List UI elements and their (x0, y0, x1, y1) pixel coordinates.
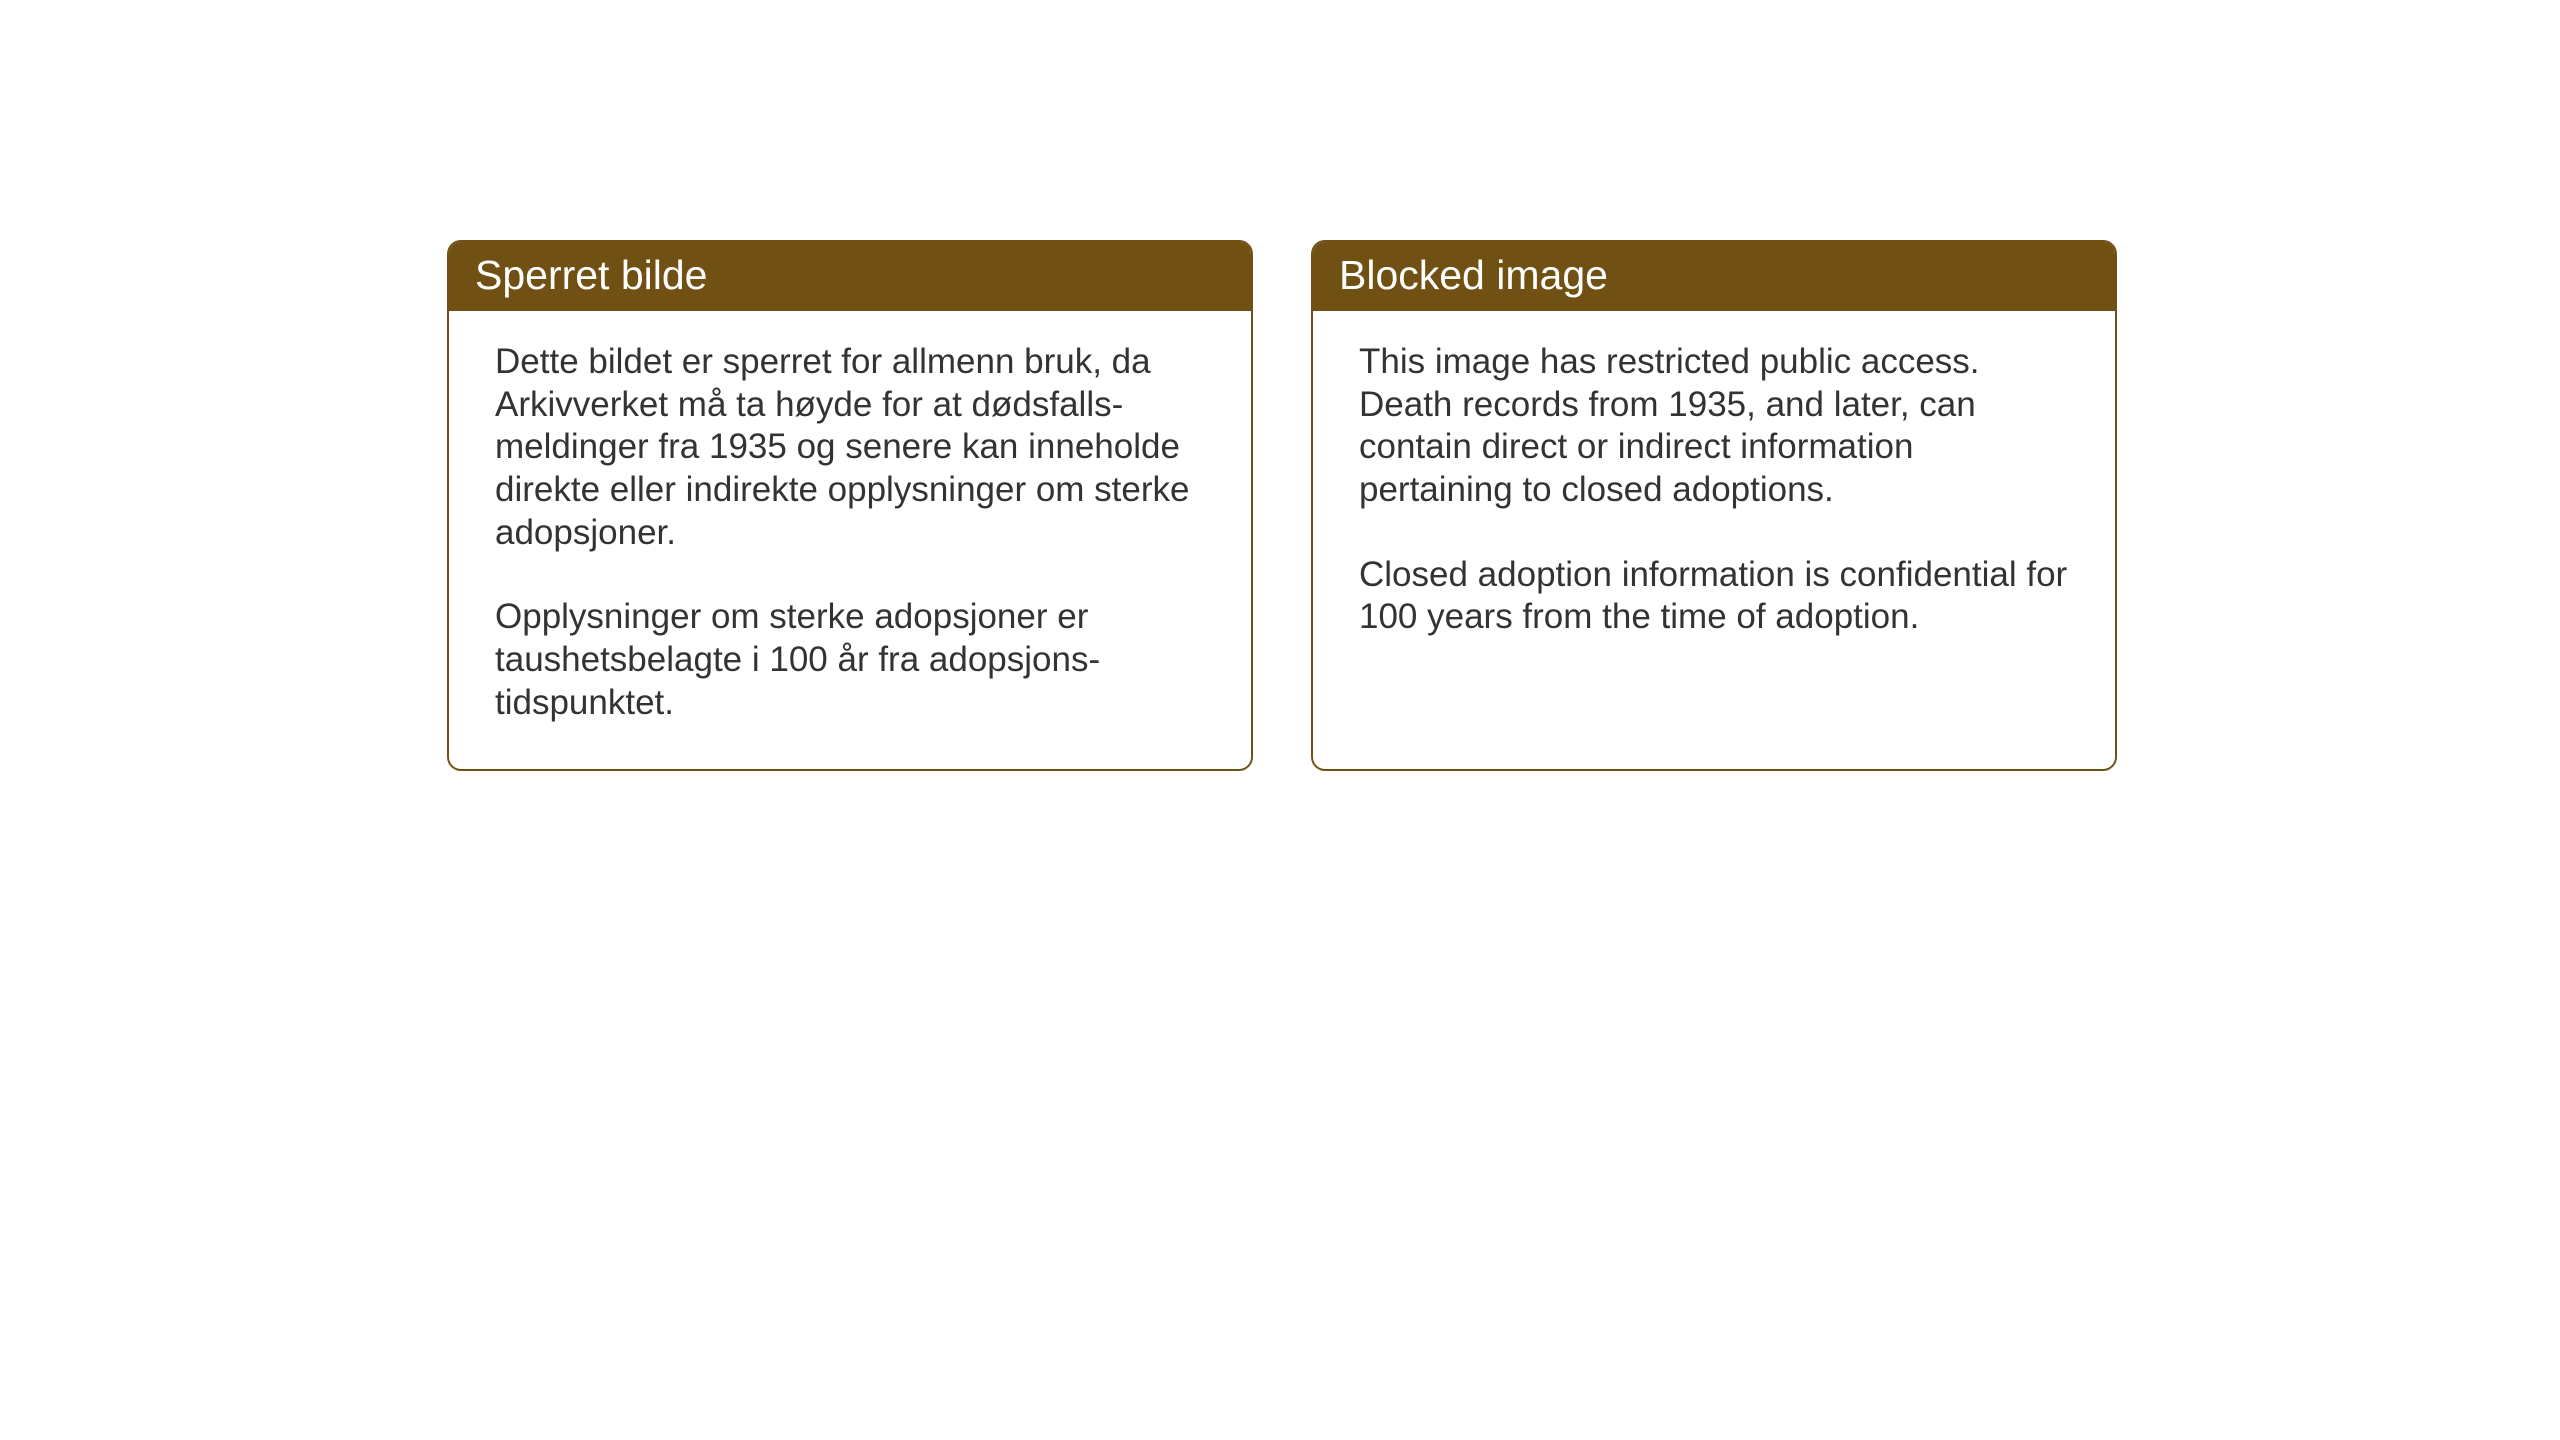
card-title-english: Blocked image (1339, 252, 1608, 298)
card-header-norwegian: Sperret bilde (449, 242, 1251, 311)
card-paragraph-2-english: Closed adoption information is confident… (1359, 554, 2075, 639)
card-paragraph-2-norwegian: Opplysninger om sterke adopsjoner er tau… (495, 596, 1211, 724)
notice-card-norwegian: Sperret bilde Dette bildet er sperret fo… (447, 240, 1253, 771)
card-title-norwegian: Sperret bilde (475, 252, 707, 298)
notice-card-english: Blocked image This image has restricted … (1311, 240, 2117, 771)
notice-container: Sperret bilde Dette bildet er sperret fo… (447, 240, 2117, 771)
card-paragraph-1-english: This image has restricted public access.… (1359, 341, 2075, 512)
card-paragraph-1-norwegian: Dette bildet er sperret for allmenn bruk… (495, 341, 1211, 554)
card-body-norwegian: Dette bildet er sperret for allmenn bruk… (449, 311, 1251, 769)
card-header-english: Blocked image (1313, 242, 2115, 311)
card-body-english: This image has restricted public access.… (1313, 311, 2115, 683)
